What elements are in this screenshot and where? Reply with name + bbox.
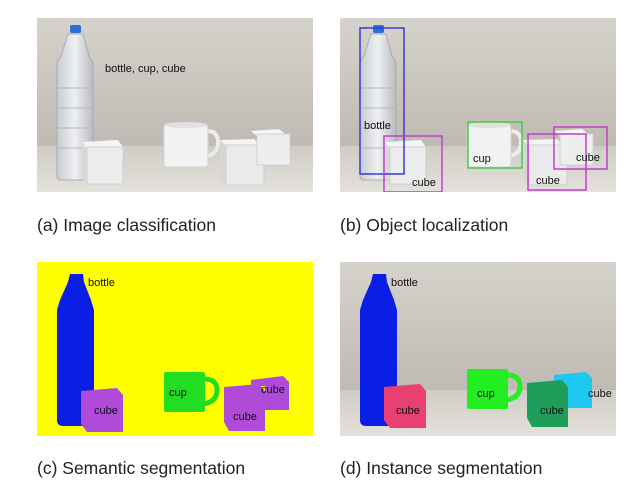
- cube-label-3: cube: [588, 388, 612, 400]
- cube-instance-mask-1: [384, 384, 426, 428]
- cube-bounding-box-2: [527, 133, 587, 191]
- cube-label-2: cube: [540, 405, 564, 417]
- caption-semantic-segmentation: (c) Semantic segmentation: [37, 458, 246, 478]
- cube-label-2: cube: [536, 175, 560, 187]
- cube-photo-3: [251, 129, 291, 166]
- semantic-mask: bottle cube cup cube cube: [37, 262, 313, 436]
- classification-label: bottle, cup, cube: [105, 63, 186, 75]
- bottle-label: bottle: [88, 277, 115, 289]
- cube-photo-1: [82, 140, 124, 185]
- bottle-mask: [57, 274, 94, 426]
- cup-label: cup: [473, 153, 491, 165]
- caption-instance-segmentation: (d) Instance segmentation: [340, 458, 543, 478]
- classification-photo: bottle, cup, cube: [37, 18, 313, 192]
- cube-label-2: cube: [233, 411, 257, 423]
- cup-photo: [163, 122, 221, 168]
- cube-label-3: cube: [576, 152, 600, 164]
- caption-object-localization: (b) Object localization: [340, 215, 509, 235]
- bottle-label: bottle: [391, 277, 418, 289]
- semantic-segmentation-panel: bottle cube cup cube cube: [37, 262, 313, 436]
- cube-label-1: cube: [412, 177, 436, 189]
- bottle-label: bottle: [364, 120, 391, 132]
- caption-image-classification: (a) Image classification: [37, 215, 216, 235]
- cube-mask-2: [224, 384, 265, 431]
- cup-bounding-box: [467, 121, 523, 169]
- cup-label: cup: [477, 388, 495, 400]
- cube-mask-3: [251, 376, 289, 410]
- cube-photo-1: [385, 140, 427, 185]
- cup-label: cup: [169, 387, 187, 399]
- cube-label-1: cube: [396, 405, 420, 417]
- instance-segmentation-panel: bottle cube cup cube cube: [340, 262, 616, 436]
- cube-mask-1: [81, 388, 123, 432]
- instance-photo: bottle cube cup cube cube: [340, 262, 616, 436]
- bottle-bounding-box: [359, 27, 405, 175]
- cube-bounding-box-1: [383, 135, 443, 192]
- cube-label-1: cube: [94, 405, 118, 417]
- cube-instance-mask-2: [527, 380, 568, 427]
- cube-label-3: cube: [261, 384, 285, 396]
- cup-instance-mask: [467, 369, 523, 409]
- cup-photo: [466, 122, 524, 168]
- object-localization-panel: bottle cube cup cube cube: [340, 18, 616, 192]
- image-classification-panel: bottle, cup, cube: [37, 18, 313, 192]
- cup-mask: [164, 372, 220, 412]
- localization-photo: bottle cube cup cube cube: [340, 18, 616, 192]
- cube-bounding-box-3: [553, 126, 608, 170]
- cube-photo-3: [554, 129, 594, 166]
